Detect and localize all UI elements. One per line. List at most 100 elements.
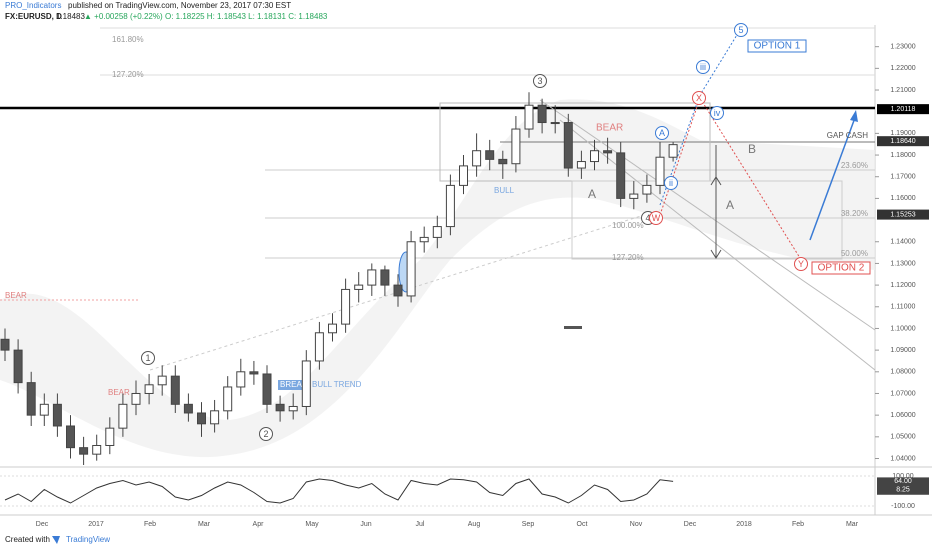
fib-label: 38.20% (841, 209, 868, 218)
candle-body (498, 158, 508, 165)
y-tick-label: 1.22000 (890, 65, 915, 72)
candle-body (183, 403, 193, 414)
osc-value-label: 64.00 (894, 478, 912, 485)
price-label-box (877, 209, 929, 220)
wave-label: iv (714, 108, 721, 118)
candle-body (432, 226, 442, 238)
wave-label: Y (798, 259, 804, 269)
y-tick-label: 1.17000 (890, 174, 915, 181)
candle-body (550, 122, 560, 125)
y-tick-label: 1.08000 (890, 369, 915, 376)
candle-body (341, 288, 351, 325)
candle-body (39, 403, 49, 416)
y-tick-label: 1.21000 (890, 87, 915, 94)
target-arrow (809, 114, 857, 241)
option2-box (811, 261, 871, 275)
channel-line (539, 99, 876, 331)
fib-label: 23.60% (841, 161, 868, 170)
candle-body (380, 269, 390, 286)
candle-body (210, 410, 220, 425)
x-tick-label: Feb (792, 521, 804, 528)
x-tick-label: 2017 (88, 521, 104, 528)
wave-label: 3 (537, 76, 542, 86)
wave-label: 1 (145, 353, 150, 363)
oscillator-line (4, 478, 674, 504)
wave-circle (664, 176, 678, 190)
leg-label: A (588, 187, 596, 201)
wave-label: iii (700, 62, 706, 72)
y-tick-label: 1.10000 (890, 325, 915, 332)
wave-label: 5 (738, 25, 743, 35)
y-tick-label: 1.12000 (890, 282, 915, 289)
cloud-band (0, 99, 875, 458)
wave-label: A (659, 128, 665, 138)
candle-body (328, 323, 337, 334)
price-label: 1.15253 (890, 211, 915, 218)
candle-body (537, 104, 547, 124)
candle-body (301, 360, 311, 407)
candle-body (445, 184, 455, 228)
candle-body (459, 165, 468, 186)
candle-body (616, 152, 626, 199)
price-label: 1.20118 (891, 106, 916, 113)
candle-body (590, 150, 599, 163)
logo (52, 536, 60, 544)
footer-brand[interactable]: TradingView (66, 535, 110, 544)
leg-label: A (726, 198, 734, 212)
x-tick-label: Apr (253, 521, 265, 528)
publisher[interactable]: PRO_Indicators (5, 1, 61, 10)
wave-circle (533, 74, 547, 88)
footer-text: Created with (5, 535, 50, 544)
candle-body (314, 332, 324, 362)
wave-circle (692, 91, 706, 105)
candle-body (576, 161, 586, 169)
y-tick-label: 1.09000 (890, 347, 915, 354)
candle-body (472, 150, 482, 167)
osc-tick-label: 100.00 (892, 473, 914, 480)
wave-circle (734, 23, 748, 37)
candle-body (223, 386, 233, 412)
bear-label: BEAR (5, 291, 27, 300)
option1-label: OPTION 1 (754, 41, 801, 52)
x-tick-label: May (305, 521, 319, 528)
price-label-box (877, 136, 929, 147)
ohlc: O: 1.18225 H: 1.18543 L: 1.18131 C: 1.18… (165, 12, 328, 21)
break-label: BREAK (280, 380, 308, 389)
candle-body (655, 156, 665, 186)
target-arrowhead (850, 110, 858, 122)
last-price: 1.18483 (56, 12, 85, 21)
symbol: FX:EURUSD, D (5, 12, 62, 21)
candle-body (419, 236, 429, 243)
wave-circle (794, 257, 808, 271)
y-tick-label: 1.14000 (890, 239, 915, 246)
y-tick-label: 1.16000 (890, 195, 915, 202)
candle-body (668, 144, 678, 158)
candle-body (79, 447, 89, 455)
marker (564, 326, 582, 329)
fib-label: 127.20% (612, 253, 644, 262)
x-tick-label: Oct (577, 521, 588, 528)
y-tick-label: 1.13000 (890, 260, 915, 267)
y-tick-label: 1.11000 (891, 304, 916, 311)
candle-body (118, 403, 128, 429)
break-box (278, 380, 304, 390)
osc-value-box (877, 485, 929, 495)
candle-body (92, 444, 102, 455)
x-tick-label: 2018 (736, 521, 752, 528)
candle-body (26, 382, 36, 416)
y-tick-label: 1.23000 (890, 44, 915, 51)
y-tick-label: 1.04000 (890, 455, 915, 462)
wave-circle (696, 60, 710, 74)
candle-body (406, 241, 416, 297)
x-tick-label: Nov (630, 521, 643, 528)
candle-body (144, 384, 154, 394)
y-tick-label: 1.19000 (890, 130, 915, 137)
candle-body (236, 371, 246, 388)
y-tick-label: 1.07000 (890, 390, 915, 397)
bull-trend-label: BULL TREND (312, 380, 362, 389)
x-tick-label: Feb (144, 521, 156, 528)
wave-circle (141, 351, 155, 365)
